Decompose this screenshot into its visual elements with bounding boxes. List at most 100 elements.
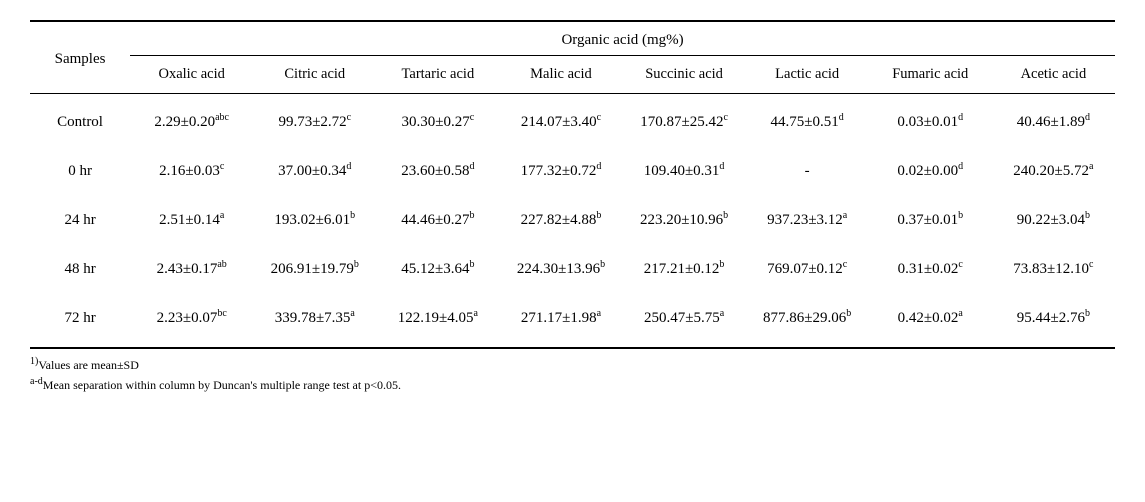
col-succinic: Succinic acid <box>623 56 746 94</box>
cell-superscript: d <box>958 112 963 123</box>
cell-value: 170.87±25.42 <box>640 114 723 130</box>
data-cell: 45.12±3.64b <box>376 245 499 294</box>
cell-value: 0.02±0.00 <box>897 163 958 179</box>
cell-value: 240.20±5.72 <box>1013 163 1089 179</box>
cell-superscript: d <box>1085 112 1090 123</box>
data-cell: 2.16±0.03c <box>130 147 253 196</box>
cell-superscript: d <box>346 161 351 172</box>
cell-value: 937.23±3.12 <box>767 212 843 228</box>
cell-value: 206.91±19.79 <box>271 261 354 277</box>
cell-value: 122.19±4.05 <box>398 310 474 326</box>
table-row: 24 hr2.51±0.14a193.02±6.01b44.46±0.27b22… <box>30 196 1115 245</box>
data-cell: 224.30±13.96b <box>499 245 622 294</box>
cell-superscript: d <box>719 161 724 172</box>
column-headers-row: Oxalic acid Citric acid Tartaric acid Ma… <box>30 56 1115 94</box>
col-malic: Malic acid <box>499 56 622 94</box>
cell-superscript: abc <box>215 112 229 123</box>
data-cell: 217.21±0.12b <box>623 245 746 294</box>
data-cell: 122.19±4.05a <box>376 294 499 348</box>
data-cell: 937.23±3.12a <box>746 196 869 245</box>
cell-value: 0.31±0.02 <box>898 261 959 277</box>
cell-superscript: b <box>600 259 605 270</box>
cell-superscript: d <box>469 161 474 172</box>
data-cell: 109.40±0.31d <box>623 147 746 196</box>
table-row: 72 hr2.23±0.07bc339.78±7.35a122.19±4.05a… <box>30 294 1115 348</box>
cell-superscript: b <box>1085 210 1090 221</box>
cell-value: 44.46±0.27 <box>401 212 469 228</box>
footnote-1-text: Values are mean±SD <box>38 358 139 372</box>
cell-superscript: b <box>469 210 474 221</box>
cell-superscript: c <box>220 161 224 172</box>
cell-superscript: c <box>723 112 727 123</box>
cell-value: 224.30±13.96 <box>517 261 600 277</box>
cell-value: 95.44±2.76 <box>1017 310 1085 326</box>
cell-value: 37.00±0.34 <box>278 163 346 179</box>
cell-superscript: c <box>347 112 351 123</box>
sample-label: 48 hr <box>30 245 130 294</box>
data-cell: 206.91±19.79b <box>253 245 376 294</box>
data-cell: 170.87±25.42c <box>623 94 746 148</box>
data-cell: 0.37±0.01b <box>869 196 992 245</box>
cell-value: 0.37±0.01 <box>897 212 958 228</box>
cell-value: 73.83±12.10 <box>1013 261 1089 277</box>
data-cell: 90.22±3.04b <box>992 196 1115 245</box>
col-oxalic: Oxalic acid <box>130 56 253 94</box>
data-cell: 40.46±1.89d <box>992 94 1115 148</box>
table-row: 0 hr2.16±0.03c37.00±0.34d23.60±0.58d177.… <box>30 147 1115 196</box>
data-cell: 44.75±0.51d <box>746 94 869 148</box>
table-row: 48 hr2.43±0.17ab206.91±19.79b45.12±3.64b… <box>30 245 1115 294</box>
cell-superscript: a <box>474 308 478 319</box>
data-cell: 227.82±4.88b <box>499 196 622 245</box>
cell-value: 45.12±3.64 <box>401 261 469 277</box>
cell-value: 339.78±7.35 <box>275 310 351 326</box>
cell-value: 177.32±0.72 <box>521 163 597 179</box>
data-cell: 2.51±0.14a <box>130 196 253 245</box>
data-cell: 193.02±6.01b <box>253 196 376 245</box>
data-cell: 0.03±0.01d <box>869 94 992 148</box>
cell-value: 227.82±4.88 <box>521 212 597 228</box>
cell-superscript: a <box>350 308 354 319</box>
cell-superscript: a <box>720 308 724 319</box>
sample-label: 24 hr <box>30 196 130 245</box>
col-fumaric: Fumaric acid <box>869 56 992 94</box>
col-acetic: Acetic acid <box>992 56 1115 94</box>
data-cell: 0.02±0.00d <box>869 147 992 196</box>
data-cell: 240.20±5.72a <box>992 147 1115 196</box>
cell-value: 2.29±0.20 <box>154 114 215 130</box>
cell-value: 271.17±1.98 <box>521 310 597 326</box>
data-cell: 223.20±10.96b <box>623 196 746 245</box>
data-cell: 214.07±3.40c <box>499 94 622 148</box>
cell-value: - <box>805 163 810 179</box>
table-body: Control2.29±0.20abc99.73±2.72c30.30±0.27… <box>30 94 1115 349</box>
cell-value: 109.40±0.31 <box>644 163 720 179</box>
data-cell: 23.60±0.58d <box>376 147 499 196</box>
cell-superscript: b <box>469 259 474 270</box>
cell-value: 2.43±0.17 <box>157 261 218 277</box>
col-lactic: Lactic acid <box>746 56 869 94</box>
cell-value: 877.86±29.06 <box>763 310 846 326</box>
cell-value: 2.16±0.03 <box>159 163 220 179</box>
cell-value: 0.03±0.01 <box>897 114 958 130</box>
cell-superscript: b <box>350 210 355 221</box>
data-cell: 2.23±0.07bc <box>130 294 253 348</box>
cell-superscript: c <box>1089 259 1093 270</box>
cell-value: 2.51±0.14 <box>159 212 220 228</box>
samples-header: Samples <box>30 21 130 94</box>
cell-superscript: bc <box>217 308 226 319</box>
data-cell: 73.83±12.10c <box>992 245 1115 294</box>
sample-label: Control <box>30 94 130 148</box>
data-cell: 271.17±1.98a <box>499 294 622 348</box>
data-cell: 37.00±0.34d <box>253 147 376 196</box>
sample-label: 0 hr <box>30 147 130 196</box>
table-row: Control2.29±0.20abc99.73±2.72c30.30±0.27… <box>30 94 1115 148</box>
sample-label: 72 hr <box>30 294 130 348</box>
organic-acid-table: Samples Organic acid (mg%) Oxalic acid C… <box>30 20 1115 349</box>
data-cell: 250.47±5.75a <box>623 294 746 348</box>
cell-superscript: b <box>958 210 963 221</box>
footnote-2: a-dMean separation within column by Dunc… <box>30 375 1115 395</box>
cell-superscript: a <box>1089 161 1093 172</box>
cell-superscript: c <box>843 259 847 270</box>
cell-superscript: a <box>958 308 962 319</box>
cell-value: 30.30±0.27 <box>402 114 470 130</box>
data-cell: 769.07±0.12c <box>746 245 869 294</box>
